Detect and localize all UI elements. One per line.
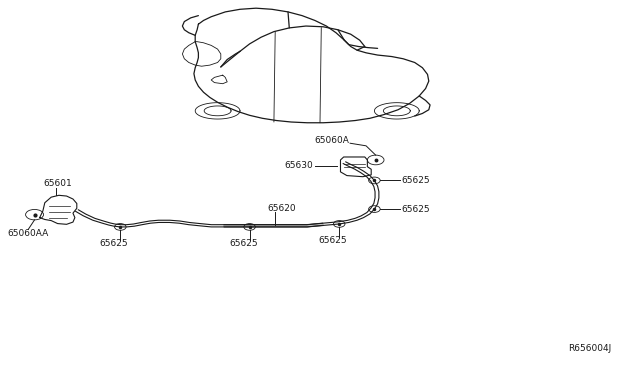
- Text: 65060AA: 65060AA: [8, 230, 49, 238]
- Text: 65625: 65625: [229, 239, 257, 248]
- Text: 65625: 65625: [319, 236, 347, 245]
- Text: 65625: 65625: [401, 205, 430, 214]
- Text: 65625: 65625: [100, 239, 128, 248]
- Polygon shape: [224, 223, 323, 227]
- Text: R656004J: R656004J: [568, 344, 611, 353]
- Text: 65630: 65630: [285, 161, 314, 170]
- Text: 65620: 65620: [268, 204, 296, 213]
- Text: 65060A: 65060A: [314, 136, 349, 145]
- Text: 65625: 65625: [401, 176, 430, 185]
- Text: 65601: 65601: [43, 179, 72, 188]
